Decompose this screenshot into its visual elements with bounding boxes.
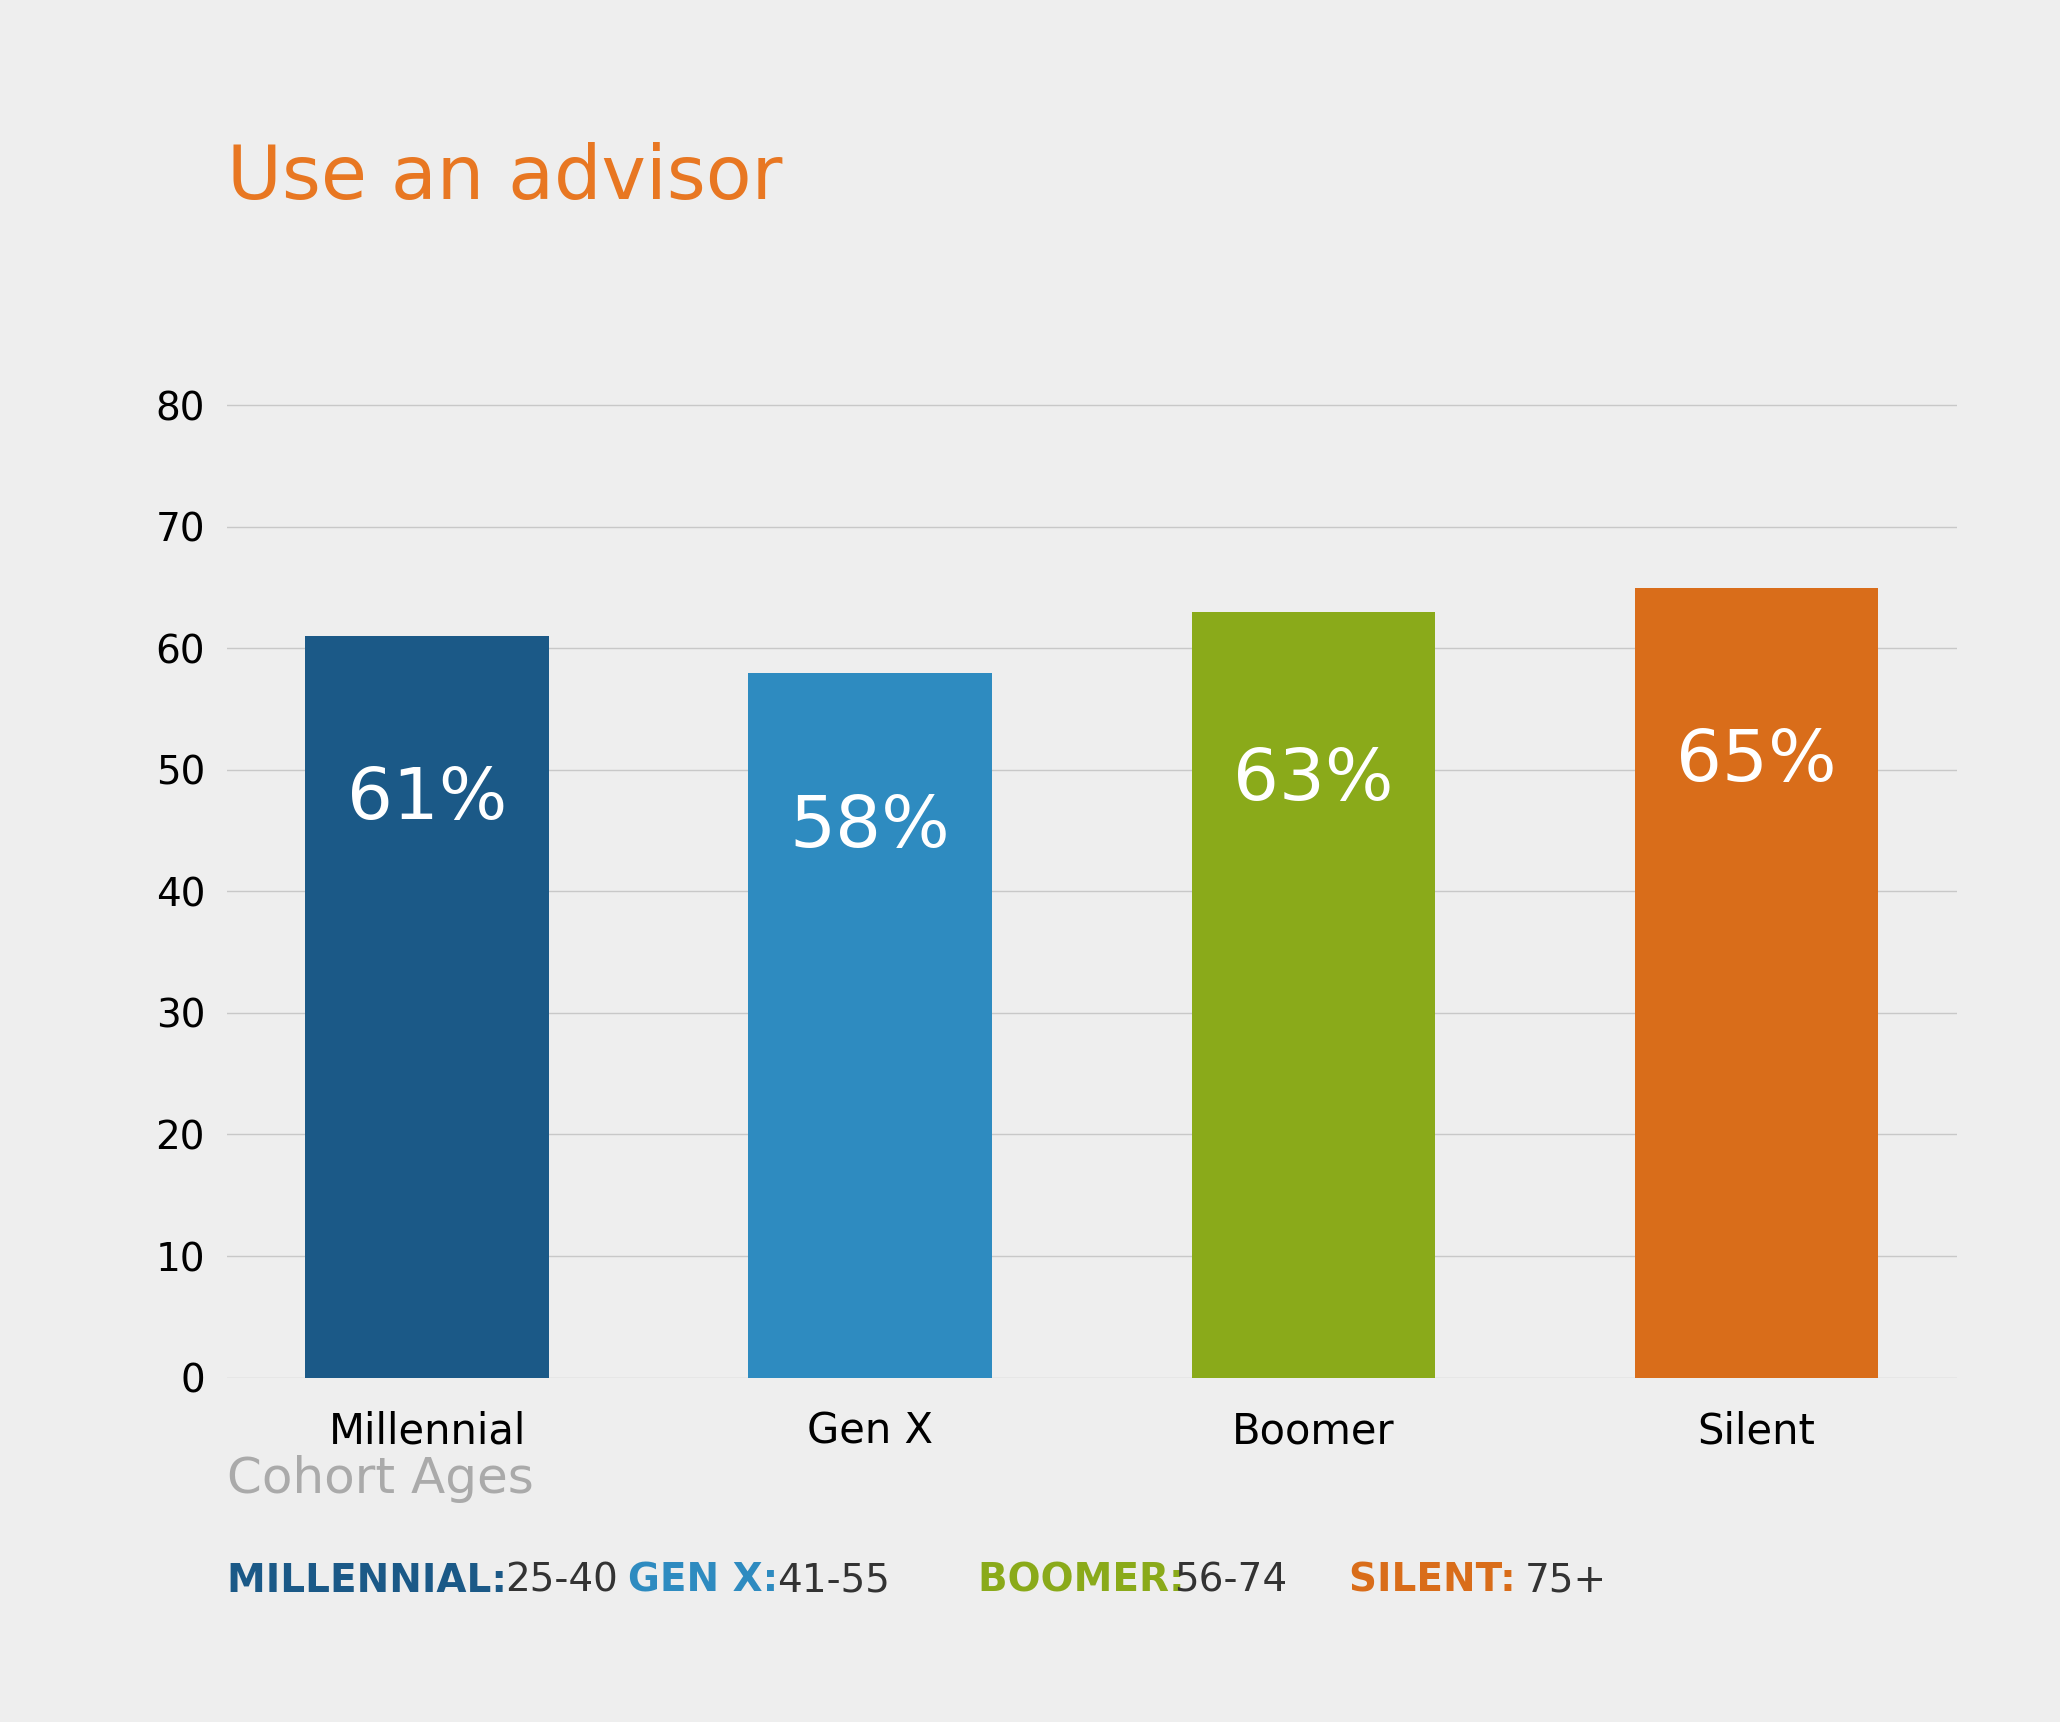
Text: SILENT:: SILENT: <box>1349 1562 1529 1600</box>
Bar <box>1636 587 1879 1378</box>
Text: Cohort Ages: Cohort Ages <box>227 1455 534 1503</box>
Bar <box>305 635 548 1378</box>
Text: GEN X:: GEN X: <box>628 1562 791 1600</box>
Text: 65%: 65% <box>1677 727 1838 796</box>
Bar <box>1191 611 1436 1378</box>
Text: MILLENNIAL:: MILLENNIAL: <box>227 1562 519 1600</box>
Text: 63%: 63% <box>1234 746 1395 815</box>
Text: BOOMER:: BOOMER: <box>978 1562 1199 1600</box>
Text: 75+: 75+ <box>1524 1562 1607 1600</box>
Text: Use an advisor: Use an advisor <box>227 143 783 215</box>
Bar <box>748 673 993 1378</box>
Text: 58%: 58% <box>789 794 950 863</box>
Text: 56-74: 56-74 <box>1174 1562 1288 1600</box>
Text: 41-55: 41-55 <box>777 1562 890 1600</box>
Text: 25-40: 25-40 <box>505 1562 618 1600</box>
Text: 61%: 61% <box>346 765 507 833</box>
